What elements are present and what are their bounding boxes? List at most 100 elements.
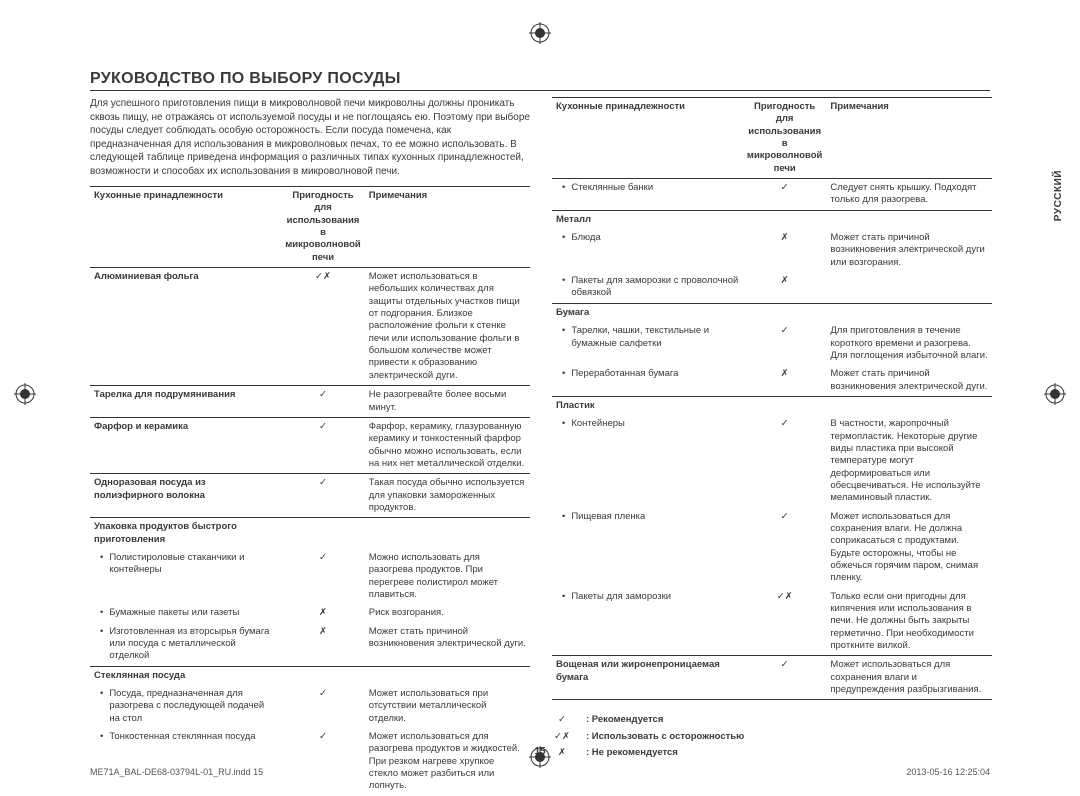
table-cell-note: Может стать причиной возникновения элект… bbox=[826, 365, 992, 396]
footer: ME71A_BAL-DE68-03794L-01_RU.indd 15 2013… bbox=[90, 767, 990, 777]
table-cell-label: •Посуда, предназначенная для разогрева с… bbox=[90, 685, 281, 728]
table-cell-label: Упаковка продуктов быстрого приготовлени… bbox=[90, 518, 281, 549]
table-cell-safe: ✓ bbox=[743, 656, 826, 700]
legend: ✓ : Рекомендуется ✓✗ : Использовать с остор… bbox=[552, 712, 992, 760]
table-cell-note: Такая посуда обычно используется для упа… bbox=[365, 474, 530, 518]
page-number: 15 bbox=[534, 746, 545, 757]
table-cell-note: Только если они пригодны для кипячения и… bbox=[826, 588, 992, 656]
table-cell-note: Может использоваться для разогрева проду… bbox=[365, 728, 530, 796]
legend-row: ✓ : Рекомендуется bbox=[552, 712, 992, 728]
table-cell-safe: ✓ bbox=[281, 386, 364, 418]
table-cell-note: Может стать причиной возникновения элект… bbox=[826, 229, 992, 272]
table-cell-label: Алюминиевая фольга bbox=[90, 268, 281, 386]
table-cell-note: В частности, жаропрочный термопластик. Н… bbox=[826, 415, 992, 507]
th-notes: Примечания bbox=[365, 187, 530, 268]
table-cell-note bbox=[365, 518, 530, 549]
table-cell-label: Тарелка для подрумянивания bbox=[90, 386, 281, 418]
table-cell-safe: ✓ bbox=[281, 549, 364, 604]
table-cell-note: Может использоваться для сохранения влаг… bbox=[826, 656, 992, 700]
table-cell-label: Пластик bbox=[552, 396, 743, 415]
table-cell-safe: ✓ bbox=[281, 417, 364, 473]
table-cell-label: •Переработанная бумага bbox=[552, 365, 743, 396]
table-cell-safe: ✓✗ bbox=[743, 588, 826, 656]
th-utensil: Кухонные принадлежности bbox=[552, 98, 743, 179]
table-cell-safe bbox=[743, 303, 826, 322]
table-cell-safe: ✓ bbox=[281, 685, 364, 728]
table-cell-note: Может использоваться в небольших количес… bbox=[365, 268, 530, 386]
crop-mark-icon bbox=[1044, 383, 1066, 405]
th-safe: Пригодность для использования в микровол… bbox=[281, 187, 364, 268]
table-cell-note: Может стать причиной возникновения элект… bbox=[365, 623, 530, 667]
legend-row: ✗ : Не рекомендуется bbox=[552, 745, 992, 761]
table-cell-label: Вощеная или жиронепроницаемая бумага bbox=[552, 656, 743, 700]
table-cell-label: •Блюда bbox=[552, 229, 743, 272]
table-cell-safe bbox=[743, 210, 826, 229]
table-cell-note: Следует снять крышку. Подходят только дл… bbox=[826, 179, 992, 211]
legend-text: : Рекомендуется bbox=[586, 712, 663, 728]
table-cell-label: Стеклянная посуда bbox=[90, 666, 281, 685]
table-cell-safe: ✓✗ bbox=[281, 268, 364, 386]
th-notes: Примечания bbox=[826, 98, 992, 179]
table-cell-label: •Стеклянные банки bbox=[552, 179, 743, 211]
table-cell-note: Может использоваться для сохранения влаг… bbox=[826, 508, 992, 588]
table-cell-label: •Пищевая пленка bbox=[552, 508, 743, 588]
legend-symbol: ✓ bbox=[552, 712, 572, 728]
table-cell-safe: ✓ bbox=[743, 179, 826, 211]
legend-symbol: ✗ bbox=[552, 745, 572, 761]
table-cell-safe: ✓ bbox=[743, 415, 826, 507]
table-cell-label: •Тонкостенная стеклянная посуда bbox=[90, 728, 281, 796]
th-safe: Пригодность для использования в микровол… bbox=[743, 98, 826, 179]
table-cell-note: Не разогревайте более восьми минут. bbox=[365, 386, 530, 418]
crop-mark-icon bbox=[14, 383, 36, 405]
left-column: Для успешного приготовления пищи в микро… bbox=[90, 97, 530, 796]
table-cell-label: •Тарелки, чашки, текстильные и бумажные … bbox=[552, 322, 743, 365]
table-cell-note bbox=[826, 272, 992, 303]
table-cell-note: Риск возгорания. bbox=[365, 604, 530, 622]
table-cell-note bbox=[826, 210, 992, 229]
table-cell-note bbox=[826, 396, 992, 415]
table-cell-label: •Контейнеры bbox=[552, 415, 743, 507]
crop-mark-icon bbox=[529, 22, 551, 44]
table-cell-label: •Пакеты для заморозки с проволочной обвя… bbox=[552, 272, 743, 303]
legend-symbol: ✓✗ bbox=[552, 729, 572, 745]
table-cell-note: Фарфор, керамику, глазурованную керамику… bbox=[365, 417, 530, 473]
table-cell-safe: ✓ bbox=[743, 322, 826, 365]
table-cell-label: Фарфор и керамика bbox=[90, 417, 281, 473]
footer-date: 2013-05-16 12:25:04 bbox=[906, 767, 990, 777]
table-cell-safe: ✓ bbox=[281, 474, 364, 518]
table-cell-note: Может использоваться при отсутствии мета… bbox=[365, 685, 530, 728]
table-cell-note bbox=[826, 303, 992, 322]
cookware-table-right: Кухонные принадлежности Пригодность для … bbox=[552, 97, 992, 700]
table-cell-label: •Бумажные пакеты или газеты bbox=[90, 604, 281, 622]
legend-text: : Не рекомендуется bbox=[586, 745, 678, 761]
table-cell-label: Бумага bbox=[552, 303, 743, 322]
table-cell-safe bbox=[281, 518, 364, 549]
table-cell-label: •Пакеты для заморозки bbox=[552, 588, 743, 656]
language-tab: РУССКИЙ bbox=[1053, 170, 1064, 221]
table-cell-note: Можно использовать для разогрева продукт… bbox=[365, 549, 530, 604]
table-cell-label: Одноразовая посуда из полиэфирного волок… bbox=[90, 474, 281, 518]
page-title: РУКОВОДСТВО ПО ВЫБОРУ ПОСУДЫ bbox=[90, 70, 990, 91]
intro-text: Для успешного приготовления пищи в микро… bbox=[90, 97, 530, 178]
table-cell-safe: ✗ bbox=[743, 229, 826, 272]
table-cell-note: Для приготовления в течение короткого вр… bbox=[826, 322, 992, 365]
right-column: Кухонные принадлежности Пригодность для … bbox=[552, 97, 992, 796]
content-columns: Для успешного приготовления пищи в микро… bbox=[90, 97, 990, 796]
table-cell-label: •Изготовленная из вторсырья бумага или п… bbox=[90, 623, 281, 667]
table-cell-safe: ✓ bbox=[281, 728, 364, 796]
table-cell-label: •Полистироловые стаканчики и контейнеры bbox=[90, 549, 281, 604]
footer-file: ME71A_BAL-DE68-03794L-01_RU.indd 15 bbox=[90, 767, 263, 777]
page: РУССКИЙ РУКОВОДСТВО ПО ВЫБОРУ ПОСУДЫ Для… bbox=[0, 0, 1080, 787]
table-cell-safe: ✗ bbox=[281, 623, 364, 667]
table-cell-safe: ✗ bbox=[743, 272, 826, 303]
table-cell-safe: ✓ bbox=[743, 508, 826, 588]
table-cell-safe: ✗ bbox=[743, 365, 826, 396]
table-cell-note bbox=[365, 666, 530, 685]
table-cell-safe bbox=[743, 396, 826, 415]
table-cell-safe: ✗ bbox=[281, 604, 364, 622]
legend-text: : Использовать с осторожностью bbox=[586, 729, 744, 745]
table-cell-safe bbox=[281, 666, 364, 685]
table-cell-label: Металл bbox=[552, 210, 743, 229]
legend-row: ✓✗ : Использовать с осторожностью bbox=[552, 729, 992, 745]
cookware-table-left: Кухонные принадлежности Пригодность для … bbox=[90, 186, 530, 796]
